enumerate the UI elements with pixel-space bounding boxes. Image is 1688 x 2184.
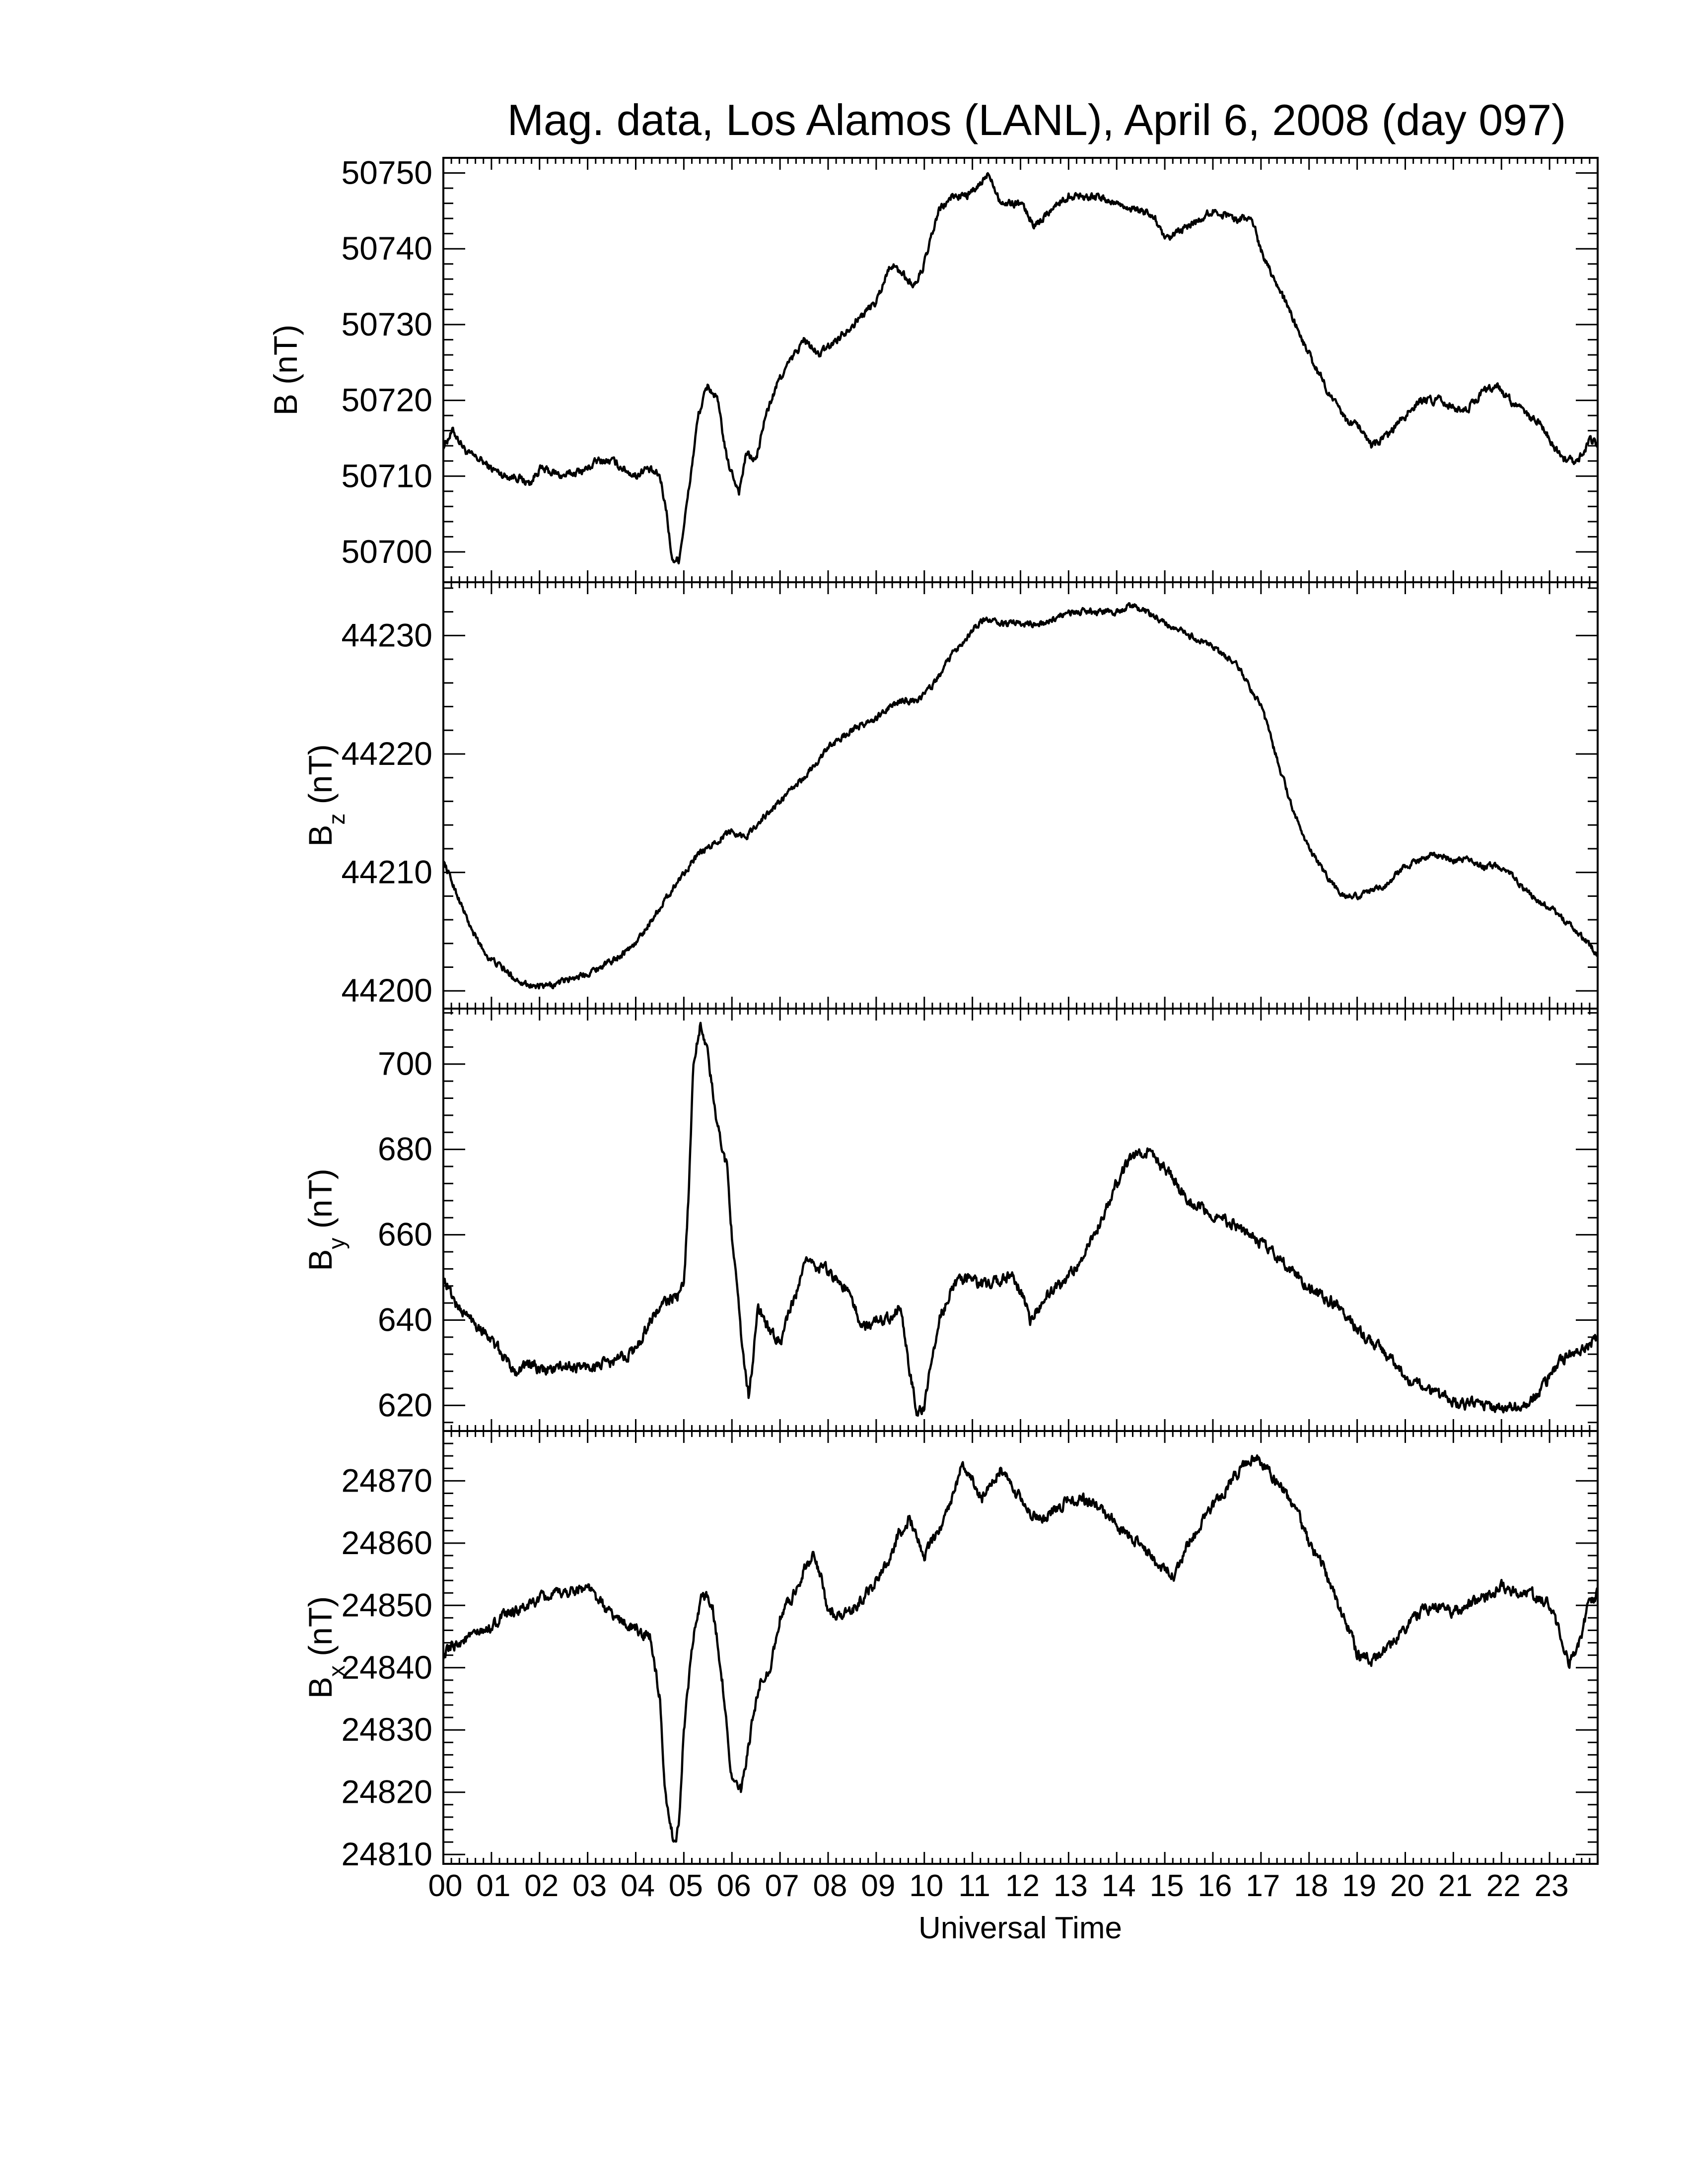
y-tick-label-By: 700 [378, 1045, 432, 1082]
data-line-B [443, 172, 1598, 565]
y-tick-label-Bz: 44220 [341, 735, 432, 772]
data-line-Bx [443, 1454, 1598, 1843]
x-tick-label: 19 [1342, 1869, 1376, 1903]
y-ticks-By [443, 1012, 1598, 1424]
y-tick-label-Bx: 24840 [341, 1649, 432, 1686]
x-tick-label: 09 [861, 1869, 895, 1903]
x-tick-label: 17 [1246, 1869, 1280, 1903]
x-tick-label: 07 [765, 1869, 799, 1903]
y-axis-label-Bz: Bz (nT) [302, 744, 350, 846]
panel-B: 50700 50710 50720 50730 50740 50750 B (nT) [267, 154, 1599, 583]
x-tick-labels: 00 01 02 03 04 05 06 07 08 09 10 11 12 13 14 15 16 17 18 19… [428, 1869, 1569, 1903]
y-tick-label-Bx: 24870 [341, 1462, 432, 1499]
x-tick-label: 15 [1150, 1869, 1184, 1903]
x-ticks-B [442, 158, 1599, 582]
x-tick-label: 22 [1486, 1869, 1521, 1903]
x-tick-label: 08 [813, 1869, 847, 1903]
x-tick-label: 16 [1198, 1869, 1232, 1903]
y-tick-label-By: 680 [378, 1131, 432, 1167]
panel-frame-By [442, 1008, 1599, 1432]
x-tick-label: 14 [1102, 1869, 1136, 1903]
x-tick-label: 21 [1438, 1869, 1473, 1903]
data-line-Bz [443, 602, 1598, 990]
y-tick-label-By: 640 [378, 1301, 432, 1338]
y-ticks-Bz [443, 587, 1598, 992]
y-tick-label-B: 50720 [341, 382, 432, 418]
y-tick-label-Bx: 24850 [341, 1586, 432, 1623]
panel-By: 620 640 660 680 700 By (nT) [302, 1008, 1599, 1432]
y-tick-label-Bx: 24820 [341, 1774, 432, 1810]
y-tick-label-Bx: 24830 [341, 1711, 432, 1748]
y-tick-label-Bx: 24860 [341, 1524, 432, 1561]
x-tick-label: 06 [717, 1869, 751, 1903]
y-tick-label-B: 50710 [341, 457, 432, 494]
y-tick-label-Bz: 44230 [341, 616, 432, 653]
x-tick-label: 10 [909, 1869, 943, 1903]
x-tick-label: 20 [1390, 1869, 1424, 1903]
x-tick-label: 03 [572, 1869, 607, 1903]
panel-frame-Bx [442, 1430, 1599, 1865]
y-tick-label-B: 50740 [341, 230, 432, 267]
x-tick-label: 05 [669, 1869, 703, 1903]
y-tick-label-Bx: 24810 [341, 1836, 432, 1872]
y-tick-label-By: 660 [378, 1216, 432, 1253]
panel-frame-Bz [442, 581, 1599, 1010]
y-tick-label-B: 50700 [341, 533, 432, 570]
x-tick-label: 11 [958, 1869, 990, 1903]
x-tick-label: 13 [1054, 1869, 1088, 1903]
x-ticks-By [442, 1009, 1599, 1431]
x-tick-label: 12 [1005, 1869, 1040, 1903]
panel-Bz: 44200 44210 44220 44230 Bz (nT) [302, 581, 1599, 1010]
chart-title: Mag. data, Los Alamos (LANL), April 6, 2… [507, 95, 1566, 144]
y-ticks-B [443, 157, 1598, 583]
y-tick-label-B: 50730 [341, 306, 432, 342]
data-line-By [443, 1022, 1598, 1417]
x-tick-label: 00 [428, 1869, 463, 1903]
x-tick-label: 02 [524, 1869, 559, 1903]
panel-frame-B [442, 157, 1599, 583]
x-tick-label: 04 [621, 1869, 655, 1903]
x-axis-label: Universal Time [918, 1911, 1122, 1945]
x-ticks-Bz [442, 582, 1599, 1009]
y-axis-label-By: By (nT) [302, 1168, 350, 1271]
y-tick-label-B: 50750 [341, 154, 432, 191]
y-axis-label-B: B (nT) [267, 325, 304, 415]
x-tick-label: 01 [476, 1869, 510, 1903]
y-tick-label-Bz: 44200 [341, 972, 432, 1009]
y-tick-label-Bz: 44210 [341, 854, 432, 890]
y-axis-label-Bx: Bx (nT) [302, 1596, 350, 1699]
x-tick-label: 23 [1535, 1869, 1569, 1903]
x-tick-label: 18 [1294, 1869, 1328, 1903]
y-tick-label-By: 620 [378, 1386, 432, 1423]
panels-group: 50700 50710 50720 50730 50740 50750 B (nT) 4420… [267, 154, 1599, 1872]
panel-Bx: 24810 24820 24830 24840 24850 24860 24870 Bx (n… [302, 1430, 1599, 1872]
